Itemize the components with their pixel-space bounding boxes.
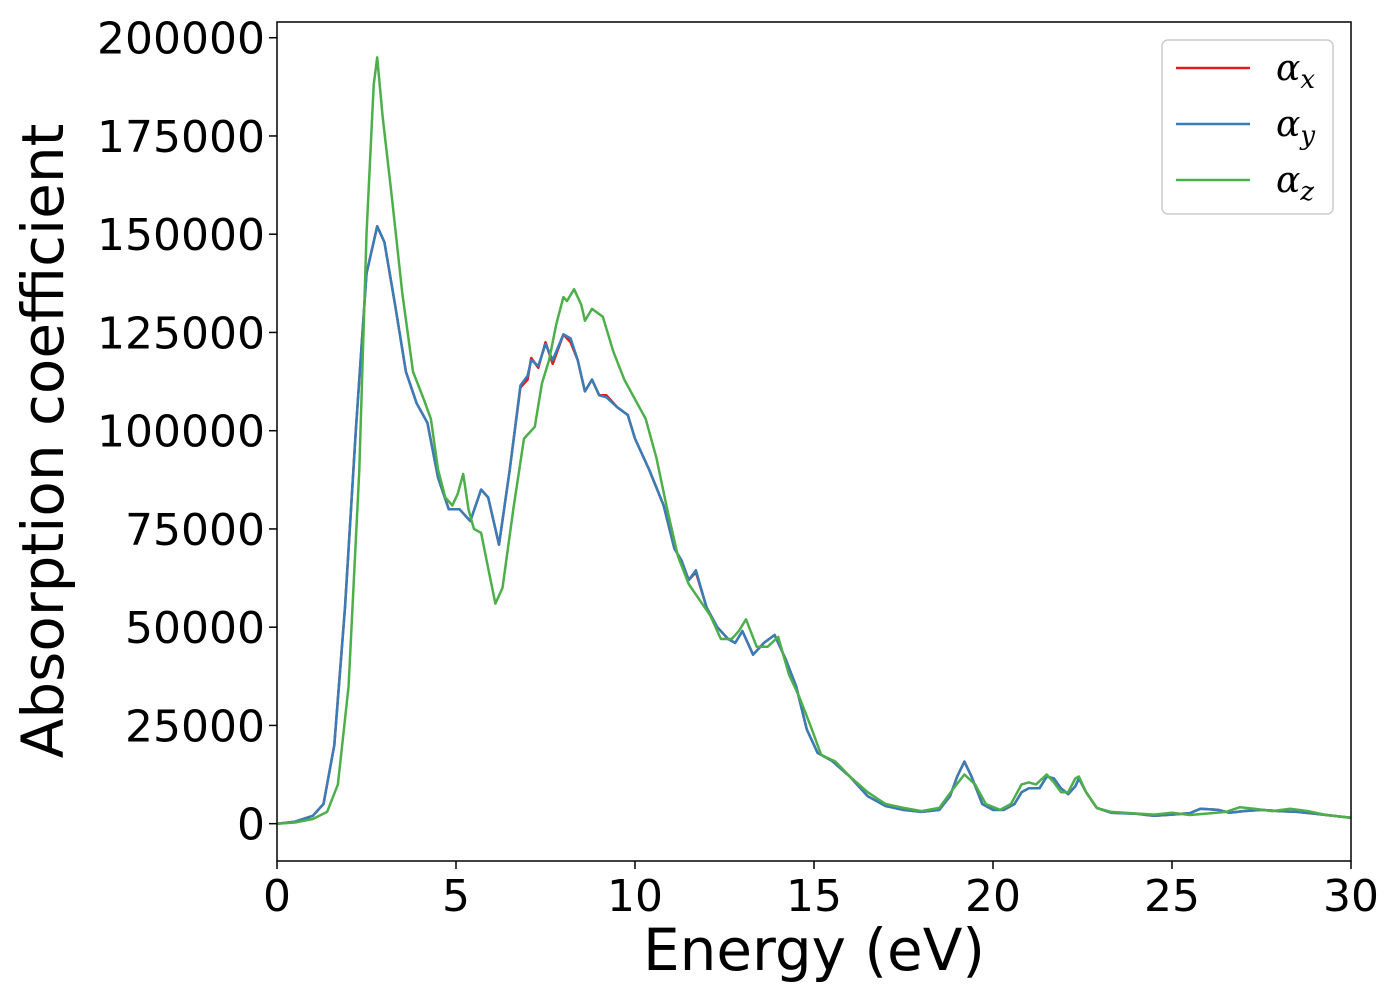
- x-tick-label: 25: [1144, 871, 1200, 922]
- y-tick-label: 150000: [97, 210, 265, 261]
- x-tick-label: 0: [263, 871, 291, 922]
- legend-box: [1161, 39, 1334, 215]
- x-tick-label: 30: [1323, 871, 1379, 922]
- x-axis-ticks: 0 5 10 15 20 25 30: [263, 861, 1379, 922]
- series-line-z: [277, 56, 1351, 825]
- x-tick-label: 15: [786, 871, 842, 922]
- x-tick-label: 20: [965, 871, 1021, 922]
- y-tick-label: 125000: [97, 308, 265, 359]
- x-tick-label: 5: [442, 871, 470, 922]
- y-tick-label: 175000: [97, 112, 265, 163]
- y-tick-label: 25000: [125, 701, 265, 752]
- y-tick-label: 100000: [97, 407, 265, 458]
- y-axis-title: Absorption coefficient: [9, 124, 77, 759]
- series-layer: [277, 56, 1351, 825]
- legend-label-x: αx: [1276, 48, 1315, 95]
- x-tick-label: 10: [607, 871, 663, 922]
- y-tick-label: 50000: [125, 603, 265, 654]
- x-axis-title: Energy (eV): [643, 916, 985, 984]
- y-axis-ticks: 0 25000 50000 75000 100000 125000 150000 175000…: [97, 14, 277, 851]
- y-tick-label: 75000: [125, 505, 265, 556]
- y-tick-label: 0: [237, 800, 265, 851]
- y-tick-label: 200000: [97, 14, 265, 65]
